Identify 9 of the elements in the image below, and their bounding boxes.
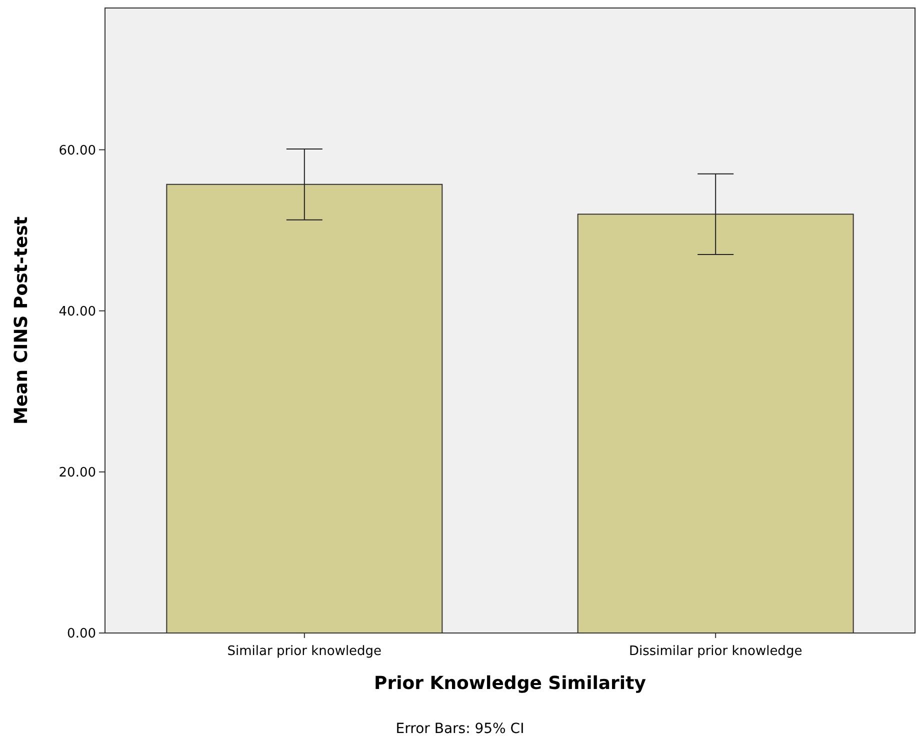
y-tick-label: 20.00 <box>58 465 96 480</box>
y-tick-label: 40.00 <box>58 304 96 320</box>
y-tick-label: 60.00 <box>58 143 96 158</box>
x-tick-label: Similar prior knowledge <box>227 644 382 659</box>
x-axis-title: Prior Knowledge Similarity <box>374 673 646 694</box>
y-axis-title: Mean CINS Post-test <box>11 216 32 425</box>
text: Error Bars: 95% CI <box>396 721 524 737</box>
y-tick-label: 0.00 <box>67 626 96 642</box>
x-tick-label: Dissimilar prior knowledge <box>628 644 802 659</box>
